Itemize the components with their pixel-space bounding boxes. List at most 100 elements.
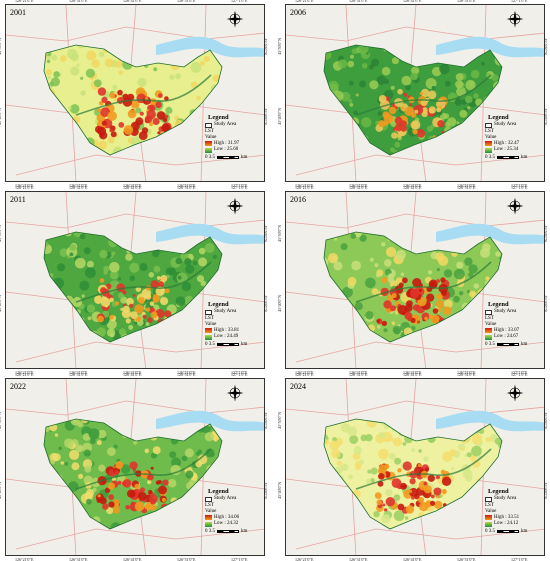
longitude-label: 126°41'0"E [403,372,422,377]
lst-patch [405,84,411,91]
lst-patch [181,455,188,462]
legend-value: Value [205,134,217,140]
hot-spot [428,314,433,319]
latitude-label: 45°50'0"N [542,412,548,429]
lst-patch [128,324,134,330]
lst-patch [166,274,171,279]
lst-patch [468,272,474,278]
compass-e: E [523,391,525,395]
hot-spot [158,485,167,495]
lst-patch [194,111,201,118]
year-label: 2001 [10,8,26,17]
lst-patch [99,250,108,259]
lst-patch [324,101,327,107]
lst-patch [454,323,460,329]
study-area-label: Study Area [494,309,517,315]
hot-spot [129,303,134,308]
hot-spot [430,494,435,499]
hot-spot [148,104,156,112]
lst-patch [162,521,170,529]
lst-patch [355,464,361,471]
hot-spot [158,281,165,288]
lst-patch [132,58,141,66]
hot-spot [436,300,445,309]
hot-spot [97,126,107,136]
lst-patch [385,489,393,497]
lst-patch [118,277,121,281]
longitude-label: 126°51'0"E [457,183,476,188]
lst-patch [167,478,177,488]
lst-patch [75,444,84,453]
lst-patch [118,70,124,75]
lst-patch [91,59,100,68]
lst-patch [464,257,473,266]
longitude-label: 126°41'0"E [403,557,422,561]
hot-spot [427,90,437,100]
lst-patch [328,131,336,140]
latitude-label: 45°40'0"N [0,295,2,312]
lst-patch [164,132,173,141]
hot-spot [150,466,154,470]
lst-patch [357,336,361,341]
longitude-label: 126°41'0"E [403,183,422,188]
hot-spot [156,276,161,280]
legend-high: High : 33.81 [205,328,263,335]
legend-low: Low : 25.60 [205,147,263,154]
hot-spot [123,125,134,135]
compass-s: S [514,400,516,403]
legend-lst: LST [485,128,494,134]
map-legend: Legend Study Area LST Value High : 34.06 Low … [205,488,263,553]
lst-patch [329,515,336,523]
lst-patch [204,243,215,253]
lst-patch [46,147,53,154]
hot-spot [416,320,421,324]
low-swatch [205,334,212,340]
lst-patch [459,291,464,296]
lst-patch [470,330,477,337]
lst-patch [450,147,454,151]
songhua-river-line [75,448,212,490]
lst-patch [190,81,198,88]
hot-spot [117,89,123,96]
lst-patch [135,107,142,114]
lst-patch [475,117,485,127]
compass-n: N [234,9,237,13]
lst-patch [446,335,453,342]
lst-patch [375,273,381,278]
map-legend: Legend Study Area LST Value High : 33.51 Low … [485,488,543,553]
lst-patch [473,93,479,99]
hot-spot [101,96,108,103]
latitude-label: 45°50'0"N [262,38,268,55]
lst-patch [176,50,181,55]
lst-patch [44,426,50,432]
study-area-label: Study Area [494,122,517,128]
lst-patch [46,59,51,64]
hot-spot [424,467,430,472]
hot-spot [161,497,166,502]
longitude-label: 126°21'0"E [295,372,314,377]
hot-spot [419,92,423,96]
lst-patch [466,125,471,129]
lst-patch [182,425,189,433]
road-line [295,341,544,363]
lst-patch [469,455,477,462]
lst-patch [107,447,116,456]
longitude-label: 127°1'0"E [511,557,528,561]
hot-spot [97,315,104,323]
lst-patch [338,305,346,312]
lst-patch [402,442,407,446]
hot-spot [402,461,412,471]
hot-spot [429,108,435,114]
hot-spot [408,489,413,494]
lst-patch [388,273,393,278]
lst-patch [111,251,116,256]
lst-patch [456,261,464,269]
lst-patch [68,481,79,492]
longitude-label: 126°21'0"E [15,370,34,375]
scale-bar: 0 3.5 km [485,342,543,348]
hot-spot [138,491,147,501]
hot-spot [122,479,132,488]
low-swatch [485,334,492,340]
lst-patch [184,142,195,153]
latitude-label: 45°40'0"N [262,295,268,312]
